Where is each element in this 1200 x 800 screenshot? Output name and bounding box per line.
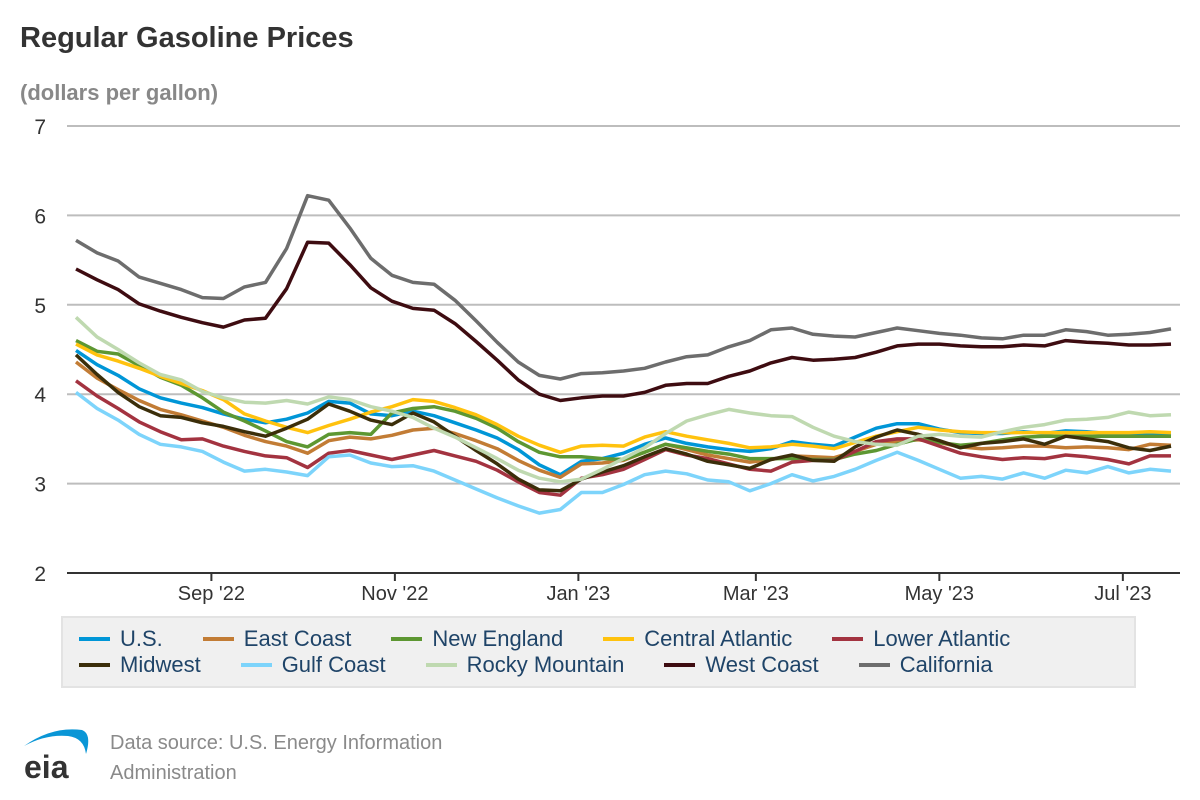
legend-label: Midwest [120, 652, 201, 677]
y-tick-label: 7 [34, 116, 46, 139]
legend-item[interactable]: California [858, 652, 993, 678]
source-line-1: Data source: U.S. Energy Information [110, 732, 443, 754]
legend-label: Gulf Coast [281, 652, 386, 677]
legend-label: East Coast [243, 626, 352, 651]
legend-label: California [899, 652, 993, 677]
svg-text:eia: eia [24, 749, 69, 783]
eia-logo: eia [24, 729, 89, 783]
chart-title: Regular Gasoline Prices [20, 22, 354, 54]
legend-label: Lower Atlantic [873, 626, 1011, 651]
y-tick-label: 4 [34, 384, 46, 407]
legend-item[interactable]: West Coast [664, 652, 819, 678]
y-tick-label: 5 [34, 295, 46, 318]
chart-legend: U.S. East Coast New England Central Atlanti… [61, 616, 1136, 688]
y-axis-unit-label: (dollars per gallon) [20, 80, 219, 105]
x-tick-label: Jan '23 [546, 583, 610, 605]
x-tick-label: May '23 [905, 583, 974, 605]
legend-item[interactable]: Gulf Coast [240, 652, 386, 678]
data-source-note: Data source: U.S. Energy Information Adm… [110, 728, 442, 788]
y-tick-label: 2 [34, 563, 46, 586]
y-tick-label: 6 [34, 205, 46, 228]
legend-item[interactable]: Central Atlantic [603, 626, 792, 652]
series-line-lower-atlantic [74, 379, 1171, 497]
series-line-rocky-mountain [74, 316, 1172, 484]
x-tick-label: Nov '22 [361, 583, 428, 605]
legend-swatch [425, 663, 457, 667]
x-tick-label: Mar '23 [723, 583, 789, 605]
x-tick-label: Jul '23 [1094, 583, 1151, 605]
x-tick-label: Sep '22 [178, 583, 245, 605]
legend-item[interactable]: New England [391, 626, 563, 652]
series-line-midwest [74, 353, 1172, 493]
legend-label: Central Atlantic [644, 626, 793, 651]
series-line-west-coast [75, 240, 1172, 403]
series-line-central-atlantic [75, 342, 1172, 455]
legend-swatch [858, 663, 890, 667]
legend-swatch [79, 637, 110, 641]
legend-swatch [603, 637, 635, 641]
legend-item[interactable]: U.S. [79, 626, 163, 652]
legend-swatch [79, 663, 110, 667]
legend-label: West Coast [705, 652, 819, 677]
legend-item[interactable]: East Coast [202, 626, 352, 652]
series-line-california [75, 193, 1172, 381]
legend-swatch [664, 663, 696, 667]
legend-label: New England [432, 626, 564, 651]
legend-label: Rocky Mountain [466, 652, 625, 677]
legend-swatch [240, 663, 272, 667]
legend-label: U.S. [120, 626, 163, 651]
legend-item[interactable]: Midwest [79, 652, 201, 678]
y-tick-label: 3 [34, 474, 46, 497]
legend-item[interactable]: Lower Atlantic [832, 626, 1010, 652]
series-line-gulf-coast [74, 391, 1172, 515]
legend-swatch [391, 637, 423, 641]
legend-swatch [832, 637, 864, 641]
legend-item[interactable]: Rocky Mountain [425, 652, 625, 678]
source-line-2: Administration [110, 762, 237, 784]
legend-swatch [202, 637, 234, 641]
